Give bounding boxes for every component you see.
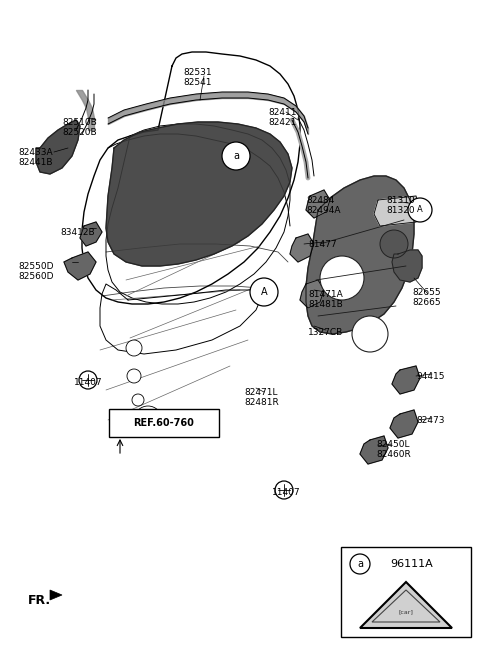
Polygon shape (64, 252, 96, 280)
Circle shape (250, 278, 278, 306)
Text: 83412B: 83412B (60, 228, 95, 237)
Circle shape (380, 230, 408, 258)
Text: REF.60-760: REF.60-760 (133, 418, 194, 428)
Text: 82510B
82520B: 82510B 82520B (62, 118, 97, 137)
Text: 82655
82665: 82655 82665 (412, 288, 441, 308)
Text: a: a (233, 151, 239, 161)
Text: 81477: 81477 (308, 240, 336, 249)
Polygon shape (106, 122, 292, 266)
Polygon shape (392, 366, 420, 394)
Text: A: A (417, 205, 423, 215)
Text: 94415: 94415 (416, 372, 444, 381)
FancyBboxPatch shape (341, 547, 471, 637)
Text: 82473: 82473 (416, 416, 444, 425)
Polygon shape (80, 222, 102, 246)
Text: 82471L
82481R: 82471L 82481R (244, 388, 279, 407)
Text: 82531
82541: 82531 82541 (184, 68, 212, 87)
Polygon shape (306, 190, 330, 218)
Polygon shape (36, 120, 80, 174)
Polygon shape (374, 196, 420, 226)
Text: 96111A: 96111A (391, 559, 433, 569)
Polygon shape (360, 436, 388, 464)
Polygon shape (300, 280, 324, 308)
Text: a: a (357, 559, 363, 569)
Text: [car]: [car] (398, 609, 413, 615)
Polygon shape (290, 234, 314, 262)
Text: 82450L
82460R: 82450L 82460R (376, 440, 411, 459)
Polygon shape (360, 582, 452, 628)
Text: 82550D
82560D: 82550D 82560D (18, 262, 53, 281)
Circle shape (127, 369, 141, 383)
Text: 11407: 11407 (74, 378, 102, 387)
Circle shape (408, 198, 432, 222)
Polygon shape (390, 410, 418, 438)
Text: A: A (261, 287, 267, 297)
Polygon shape (50, 590, 62, 600)
Text: 81471A
81481B: 81471A 81481B (308, 290, 343, 310)
Circle shape (126, 340, 142, 356)
Text: 1327CB: 1327CB (308, 328, 343, 337)
Circle shape (222, 142, 250, 170)
Circle shape (320, 256, 364, 300)
Polygon shape (306, 176, 414, 334)
Text: 82411
82421: 82411 82421 (268, 108, 297, 127)
Text: 11407: 11407 (272, 488, 300, 497)
FancyBboxPatch shape (109, 409, 219, 437)
Circle shape (350, 554, 370, 574)
Circle shape (275, 481, 293, 499)
Circle shape (132, 394, 144, 406)
Circle shape (79, 371, 97, 389)
Text: 82433A
82441B: 82433A 82441B (18, 148, 53, 167)
Circle shape (352, 316, 388, 352)
Polygon shape (392, 250, 422, 282)
Text: 81310
81320: 81310 81320 (386, 196, 415, 215)
Text: FR.: FR. (28, 594, 51, 607)
Text: 82484
82494A: 82484 82494A (306, 196, 340, 215)
Circle shape (134, 406, 162, 434)
